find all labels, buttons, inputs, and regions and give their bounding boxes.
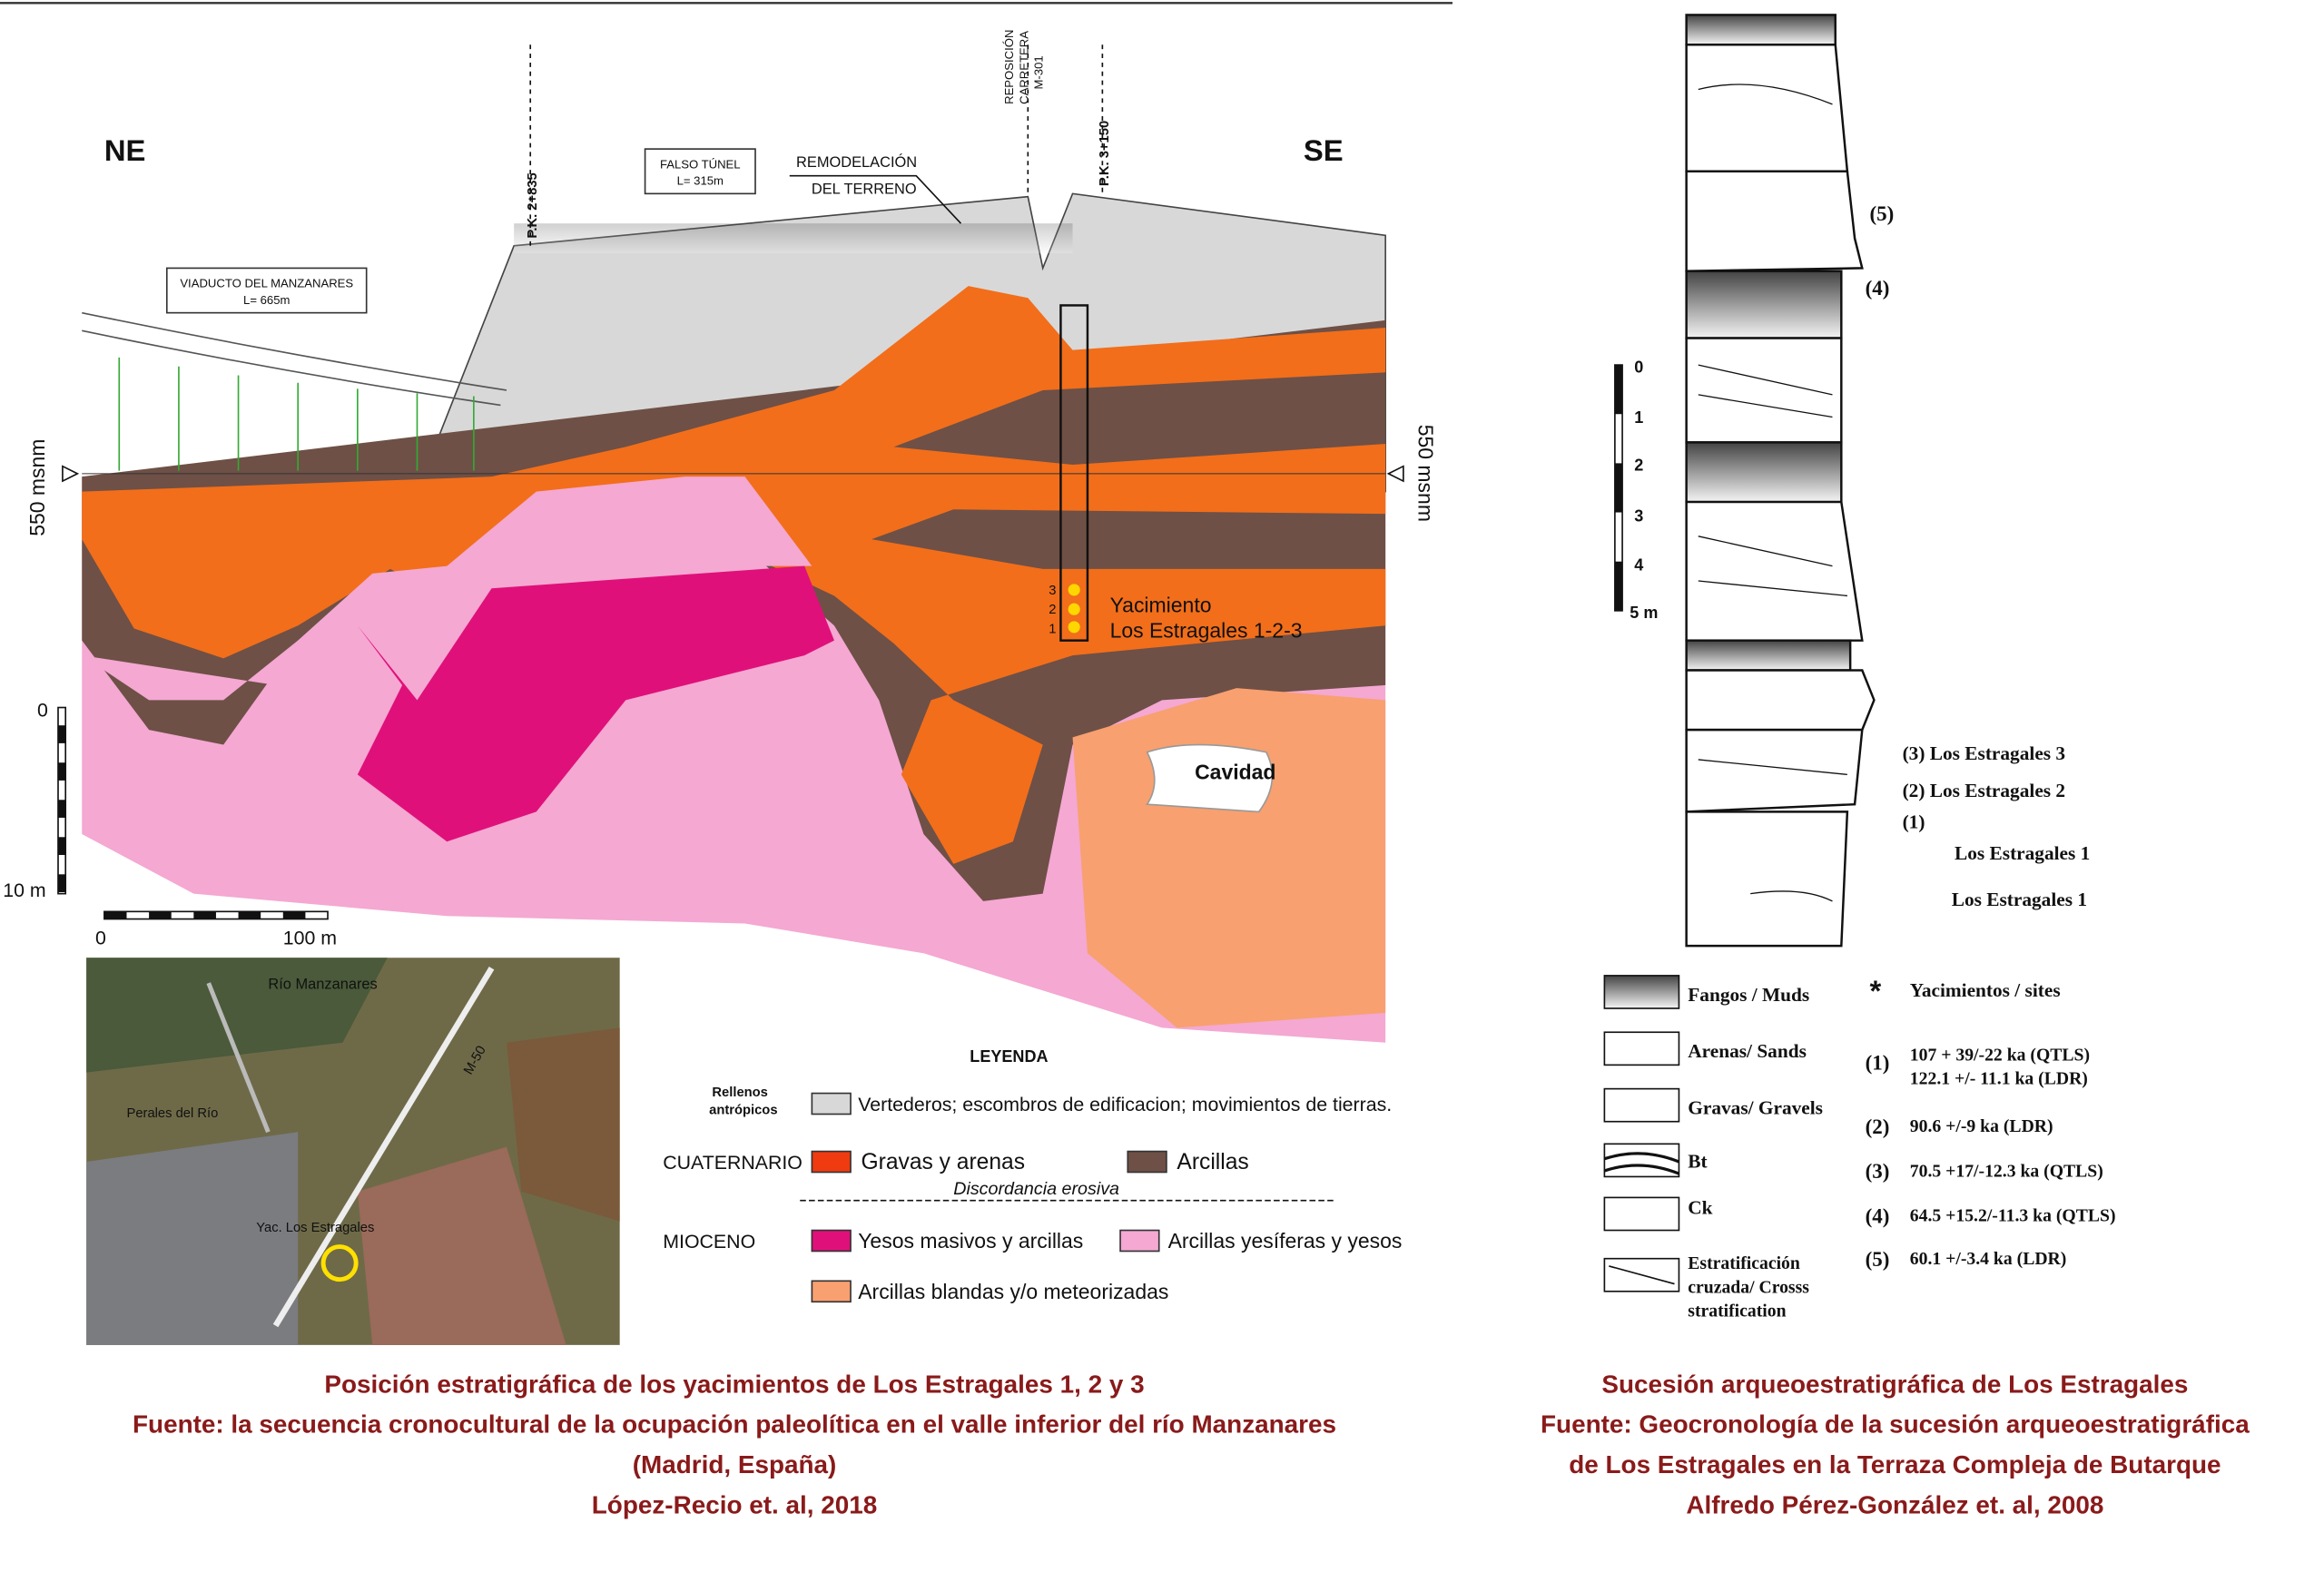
column-labels: (5) (4) (3) Los Estragales 3 (2) Los Est…: [1866, 202, 2091, 910]
level-label: 1: [1049, 622, 1056, 636]
orientation: NE: [104, 133, 146, 167]
legend-item: Arcillas blandas y/o meteorizadas: [858, 1280, 1168, 1303]
scale-label: 10 m: [3, 879, 45, 901]
scale-label: 0: [37, 699, 48, 721]
legend-item: Yacimientos / sites: [1910, 979, 2061, 1001]
scale-label: 2: [1634, 457, 1643, 475]
legend-item: Yesos masivos y arcillas: [858, 1229, 1083, 1253]
road-label: REPOSICIÓN: [1002, 30, 1016, 104]
scale-label: 3: [1634, 506, 1643, 525]
date-index: (4): [1866, 1204, 1890, 1227]
asterisk: *: [1869, 974, 1881, 1007]
column-legend: Fangos / Muds Arenas/ Sands Gravas/ Grav…: [1603, 974, 2116, 1321]
legend-item: Gravas y arenas: [862, 1150, 1026, 1174]
column-label: (2) Los Estragales 2: [1903, 780, 2066, 801]
map: Río Manzanares M-50 Perales del Río Yac.…: [86, 958, 620, 1345]
scale-label: 1: [1634, 408, 1643, 427]
cross-section: NE SE P.K. 2+835 P.K. 3+150 REPOSICIÓN C…: [0, 2, 1452, 1043]
legend-group: Rellenos: [712, 1086, 767, 1100]
column-label: (5): [1869, 202, 1894, 225]
site-label: Yacimiento: [1110, 593, 1212, 616]
cavity-label: Cavidad: [1195, 760, 1275, 783]
legend-note: Discordancia erosiva: [953, 1179, 1119, 1199]
legend-item: Bt: [1688, 1151, 1708, 1173]
date: 60.1 +/-3.4 ka (LDR): [1910, 1249, 2067, 1269]
level-label: 2: [1049, 603, 1056, 617]
column-label: Los Estragales 1: [1955, 842, 2090, 864]
legend-item: Vertederos; escombros de edificacion; mo…: [858, 1094, 1392, 1115]
legend-item: Ck: [1688, 1196, 1712, 1218]
caption: Posición estratigráfica de los yacimient…: [324, 1370, 1144, 1398]
date: 122.1 +/- 11.1 ka (LDR): [1910, 1069, 2088, 1089]
road-label: M-301: [1032, 55, 1046, 89]
level-label: 3: [1049, 584, 1056, 598]
legend-item: Gravas/ Gravels: [1688, 1097, 1823, 1119]
datum-label: 550 msnm: [25, 439, 49, 536]
date-index: (2): [1866, 1115, 1890, 1138]
caption: de Los Estragales en la Terraza Compleja…: [1569, 1450, 2221, 1479]
column-scale: 0 1 2 3 4 5 m: [1614, 358, 1658, 622]
legend-item: Arenas/ Sands: [1688, 1040, 1807, 1062]
viaduct-label: VIADUCTO DEL MANZANARES: [180, 277, 353, 290]
remodel-label: REMODELACIÓN: [796, 153, 917, 171]
legend-item: Fangos / Muds: [1688, 984, 1809, 1006]
legend-item: Estratificación: [1688, 1253, 1800, 1273]
caption: Sucesión arqueoestratigráfica de Los Est…: [1601, 1370, 2188, 1398]
date-index: (5): [1866, 1248, 1890, 1271]
column-label: (3) Los Estragales 3: [1903, 742, 2066, 764]
caption: López-Recio et. al, 2018: [592, 1490, 877, 1518]
site-label: Los Estragales 1-2-3: [1110, 618, 1303, 642]
tunnel-label: L= 315m: [677, 174, 724, 188]
strat-column: [1685, 14, 1876, 948]
viaduct-label: L= 665m: [243, 293, 290, 307]
caption: Fuente: Geocronología de la sucesión arq…: [1541, 1410, 2250, 1439]
map-label: Río Manzanares: [268, 977, 377, 993]
caption-right: Sucesión arqueoestratigráfica de Los Est…: [1541, 1370, 2250, 1518]
map-label: Yac. Los Estragales: [256, 1221, 374, 1235]
tunnel-label: FALSO TÚNEL: [660, 157, 741, 171]
pk-label: P.K. 3+150: [1098, 121, 1112, 186]
legend: LEYENDA Rellenos antrópicos Vertederos; …: [663, 1047, 1402, 1303]
scale-label: 4: [1634, 556, 1643, 575]
scale-label: 0: [1634, 358, 1643, 376]
legend-title: LEYENDA: [970, 1047, 1048, 1066]
legend-group: MIOCENO: [663, 1231, 755, 1253]
scale-label: 5 m: [1630, 604, 1658, 622]
column-label: (4): [1866, 277, 1890, 300]
date: 90.6 +/-9 ka (LDR): [1910, 1116, 2053, 1136]
date-index: (1): [1866, 1051, 1890, 1074]
column-label: (1): [1903, 811, 1925, 832]
remodel-label: DEL TERRENO: [812, 181, 917, 197]
date: 107 + 39/-22 ka (QTLS): [1910, 1045, 2090, 1065]
caption-left: Posición estratigráfica de los yacimient…: [133, 1370, 1336, 1518]
legend-group: CUATERNARIO: [663, 1152, 803, 1174]
column-label: Los Estragales 1: [1952, 889, 2087, 910]
date: 70.5 +17/-12.3 ka (QTLS): [1910, 1161, 2103, 1181]
pk-label: P.K. 2+835: [526, 172, 540, 238]
caption: Fuente: la secuencia cronocultural de la…: [133, 1410, 1336, 1439]
caption: Alfredo Pérez-González et. al, 2008: [1686, 1490, 2103, 1518]
caption: (Madrid, España): [633, 1450, 837, 1479]
scale-label: 100 m: [283, 927, 337, 948]
legend-item: stratification: [1688, 1302, 1786, 1321]
date: 64.5 +15.2/-11.3 ka (QTLS): [1910, 1206, 2116, 1226]
orientation: SE: [1304, 133, 1344, 167]
legend-item: Arcillas: [1177, 1150, 1248, 1174]
map-label: Perales del Río: [126, 1106, 218, 1121]
date-index: (3): [1866, 1160, 1890, 1183]
datum-label: 550 msnm: [1413, 425, 1437, 522]
road-label: CARRETERA: [1017, 31, 1030, 104]
scale-label: 0: [95, 927, 106, 948]
legend-item: Arcillas yesíferas y yesos: [1168, 1229, 1403, 1253]
legend-group: antrópicos: [709, 1104, 777, 1118]
legend-item: cruzada/ Crosss: [1688, 1277, 1809, 1297]
